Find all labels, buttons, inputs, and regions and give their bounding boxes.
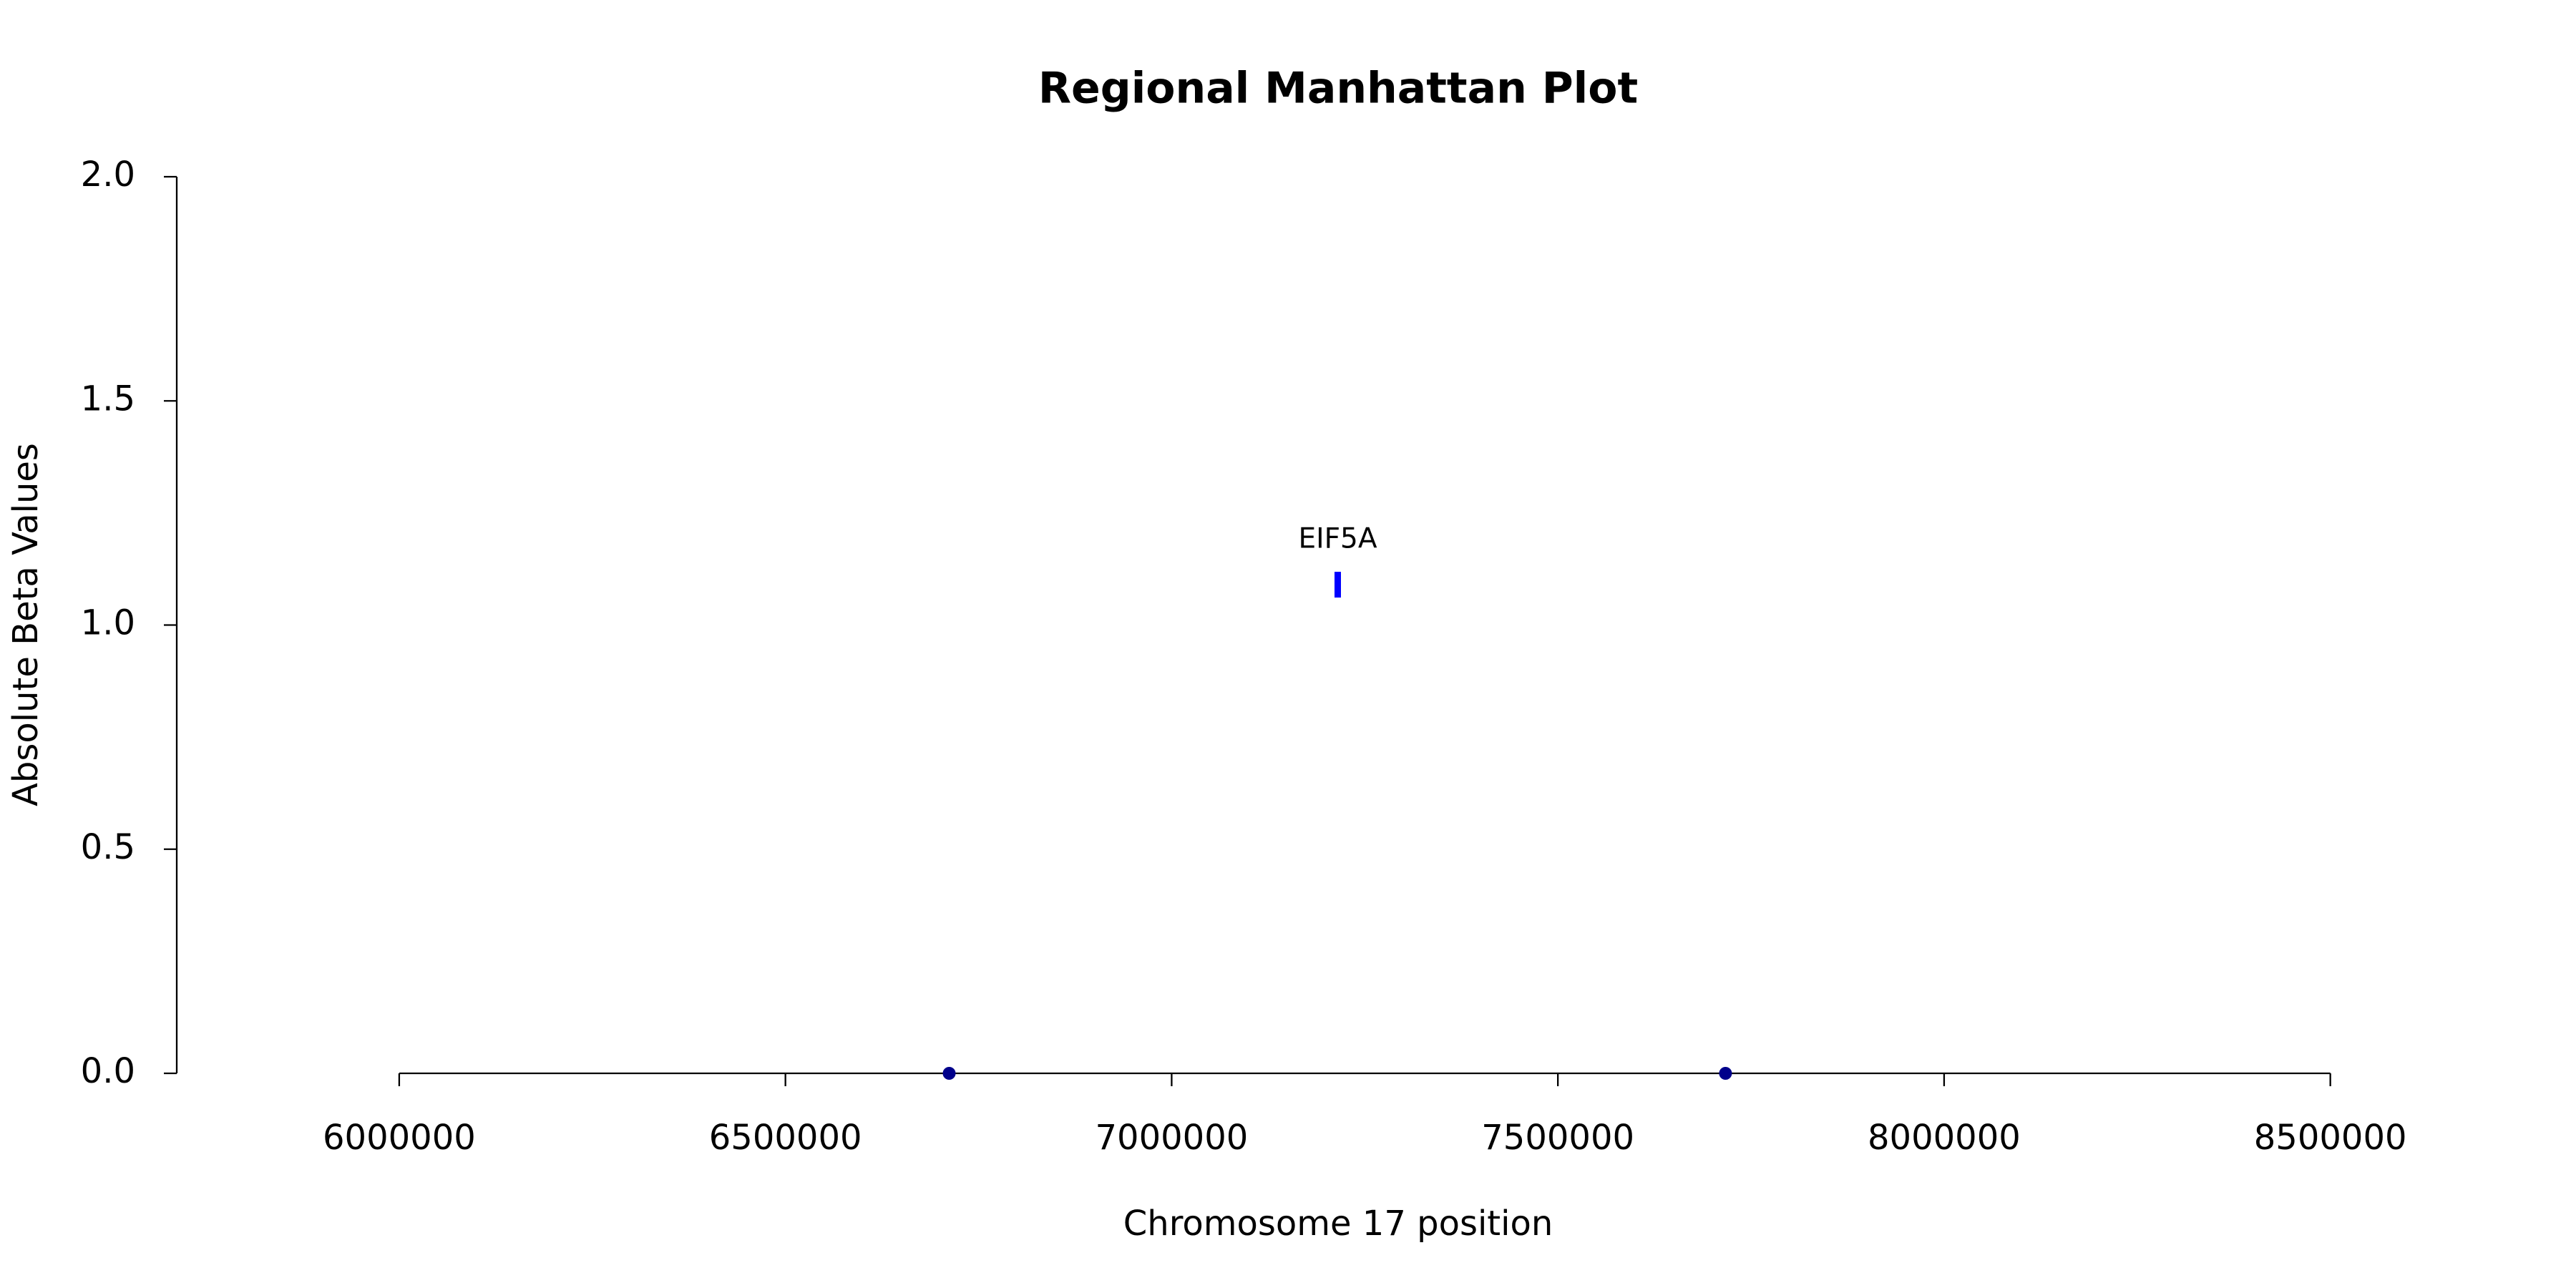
point bbox=[942, 1067, 956, 1080]
y-tick-label: 2.0 bbox=[81, 155, 135, 195]
x-tick-label: 7000000 bbox=[1096, 1118, 1249, 1158]
y-axis-label: Absolute Beta Values bbox=[6, 443, 46, 806]
x-axis-label: Chromosome 17 position bbox=[1123, 1204, 1553, 1244]
y-tick-label: 1.5 bbox=[81, 379, 135, 419]
y-tick-label: 1.0 bbox=[81, 603, 135, 643]
y-tick-label: 0.0 bbox=[81, 1051, 135, 1091]
point-label: EIF5A bbox=[1298, 523, 1377, 555]
x-tick-label: 6500000 bbox=[709, 1118, 862, 1158]
x-tick-label: 8000000 bbox=[1868, 1118, 2021, 1158]
x-tick-label: 8500000 bbox=[2254, 1118, 2407, 1158]
point bbox=[1719, 1067, 1732, 1080]
y-tick-label: 0.5 bbox=[81, 827, 135, 867]
chart-title: Regional Manhattan Plot bbox=[1038, 64, 1638, 114]
x-tick-label: 6000000 bbox=[323, 1118, 476, 1158]
x-tick-label: 7500000 bbox=[1481, 1118, 1634, 1158]
point bbox=[1335, 572, 1341, 598]
